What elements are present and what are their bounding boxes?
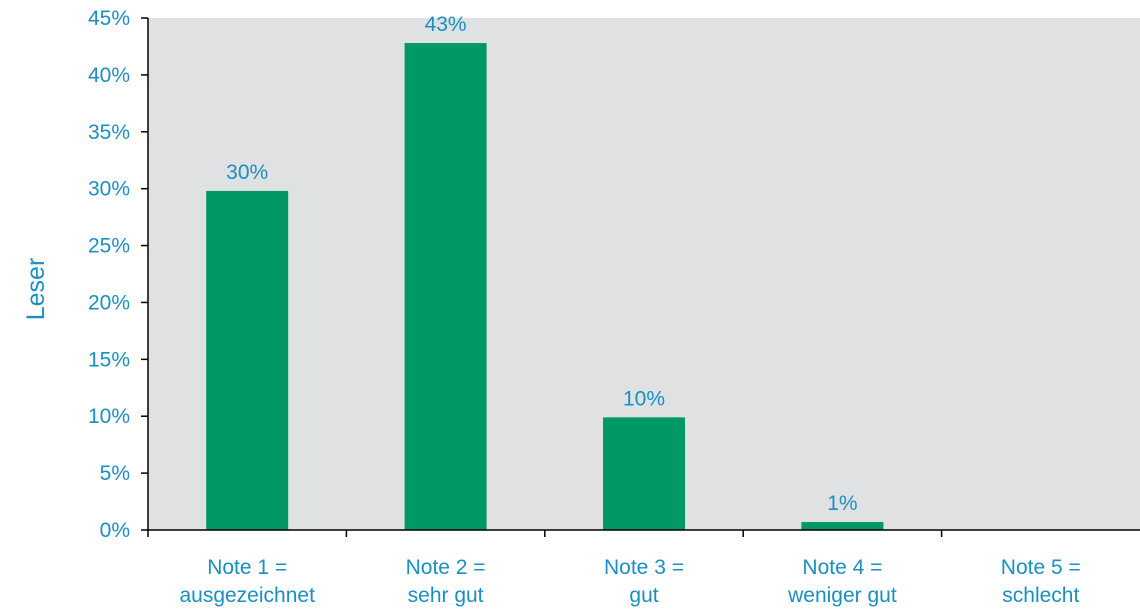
y-ticks-group: 0% 5% 10% 15% 20% 25% 30% 35% 40% 45%: [88, 7, 148, 542]
y-tick-label: 35%: [88, 121, 130, 144]
x-ticks-group: Note 1 = ausgezeichnet Note 2 = sehr gut Not…: [147, 530, 1081, 607]
y-tick-label: 20%: [88, 291, 130, 314]
bar-1: [206, 190, 289, 531]
x-tick-label-5: Note 5 = schlecht: [1001, 556, 1081, 607]
data-label-1: 30%: [226, 161, 268, 184]
y-tick-label: 15%: [88, 348, 130, 371]
bars-group: [206, 43, 884, 531]
data-label-2: 43%: [425, 13, 467, 36]
y-tick-label: 0%: [100, 519, 130, 542]
y-tick-label: 10%: [88, 405, 130, 428]
y-tick-label: 25%: [88, 235, 130, 258]
x-tick-label-4: Note 4 = weniger gut: [787, 556, 897, 607]
x-tick-label-1: Note 1 = ausgezeichnet: [179, 556, 315, 607]
bar-2: [404, 43, 487, 530]
data-labels-group: 30% 43% 10% 1%: [226, 13, 857, 515]
y-tick-label: 40%: [88, 64, 130, 87]
x-tick-label-2: Note 2 = sehr gut: [406, 556, 486, 607]
y-tick-label: 5%: [100, 462, 130, 485]
y-axis-title: Leser: [22, 258, 50, 321]
y-tick-label: 30%: [88, 178, 130, 201]
bar-3: [603, 417, 685, 530]
bar-4: [801, 522, 884, 530]
data-label-3: 10%: [623, 387, 665, 410]
y-tick-label: 45%: [88, 7, 130, 30]
data-label-4: 1%: [827, 492, 857, 515]
x-tick-label-3: Note 3 = gut: [604, 556, 684, 607]
